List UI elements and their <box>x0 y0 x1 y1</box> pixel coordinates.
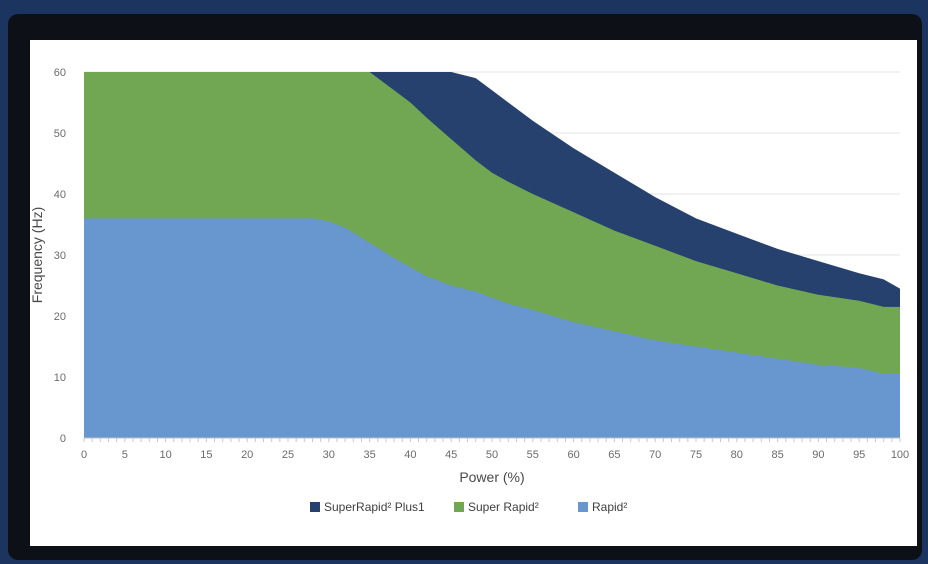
x-tick-label: 45 <box>445 449 457 461</box>
x-tick-label: 95 <box>853 449 865 461</box>
legend-swatch-3 <box>578 502 588 512</box>
y-tick-label: 30 <box>54 250 66 262</box>
x-tick-label: 30 <box>323 449 335 461</box>
x-tick-label: 10 <box>159 449 171 461</box>
x-tick-label: 5 <box>122 449 128 461</box>
y-tick-label: 0 <box>60 433 66 445</box>
y-tick-label: 50 <box>54 128 66 140</box>
x-tick-label: 60 <box>567 449 579 461</box>
x-axis: 0 5 10 15 20 25 30 35 40 45 50 55 60 65 70 75 80 85 90 95 10… <box>81 437 909 461</box>
legend-swatch-2 <box>454 502 464 512</box>
x-tick-label: 75 <box>690 449 702 461</box>
x-tick-label: 20 <box>241 449 253 461</box>
x-tick-label: 35 <box>363 449 375 461</box>
y-tick-label: 40 <box>54 189 66 201</box>
x-tick-label: 70 <box>649 449 661 461</box>
x-tick-label: 80 <box>731 449 743 461</box>
x-tick-label: 55 <box>527 449 539 461</box>
legend-label-3: Rapid² <box>592 500 627 514</box>
legend-swatch-1 <box>310 502 320 512</box>
area-chart: 0 5 10 15 20 25 30 35 40 45 50 55 60 65 70 75 80 85 90 95 10… <box>30 67 909 514</box>
x-tick-label: 65 <box>608 449 620 461</box>
x-tick-label: 40 <box>404 449 416 461</box>
y-tick-label: 20 <box>54 311 66 323</box>
x-tick-label: 85 <box>771 449 783 461</box>
x-tick-label: 90 <box>812 449 824 461</box>
series-areas <box>84 72 900 438</box>
y-tick-label: 10 <box>54 372 66 384</box>
area-series-3 <box>84 218 900 438</box>
x-tick-label: 15 <box>200 449 212 461</box>
y-axis-title: Frequency (Hz) <box>30 207 45 303</box>
legend-label-1: SuperRapid² Plus1 <box>324 500 425 514</box>
x-tick-label: 25 <box>282 449 294 461</box>
legend: SuperRapid² Plus1 Super Rapid² Rapid² <box>310 500 627 514</box>
chart-card: 0 5 10 15 20 25 30 35 40 45 50 55 60 65 70 75 80 85 90 95 10… <box>30 40 917 546</box>
y-tick-label: 60 <box>54 67 66 79</box>
legend-label-2: Super Rapid² <box>468 500 539 514</box>
x-tick-label: 0 <box>81 449 87 461</box>
y-axis: 0 10 20 30 40 50 60 <box>54 67 66 445</box>
x-tick-label: 50 <box>486 449 498 461</box>
x-tick-label: 100 <box>891 449 909 461</box>
x-axis-title: Power (%) <box>459 469 524 485</box>
